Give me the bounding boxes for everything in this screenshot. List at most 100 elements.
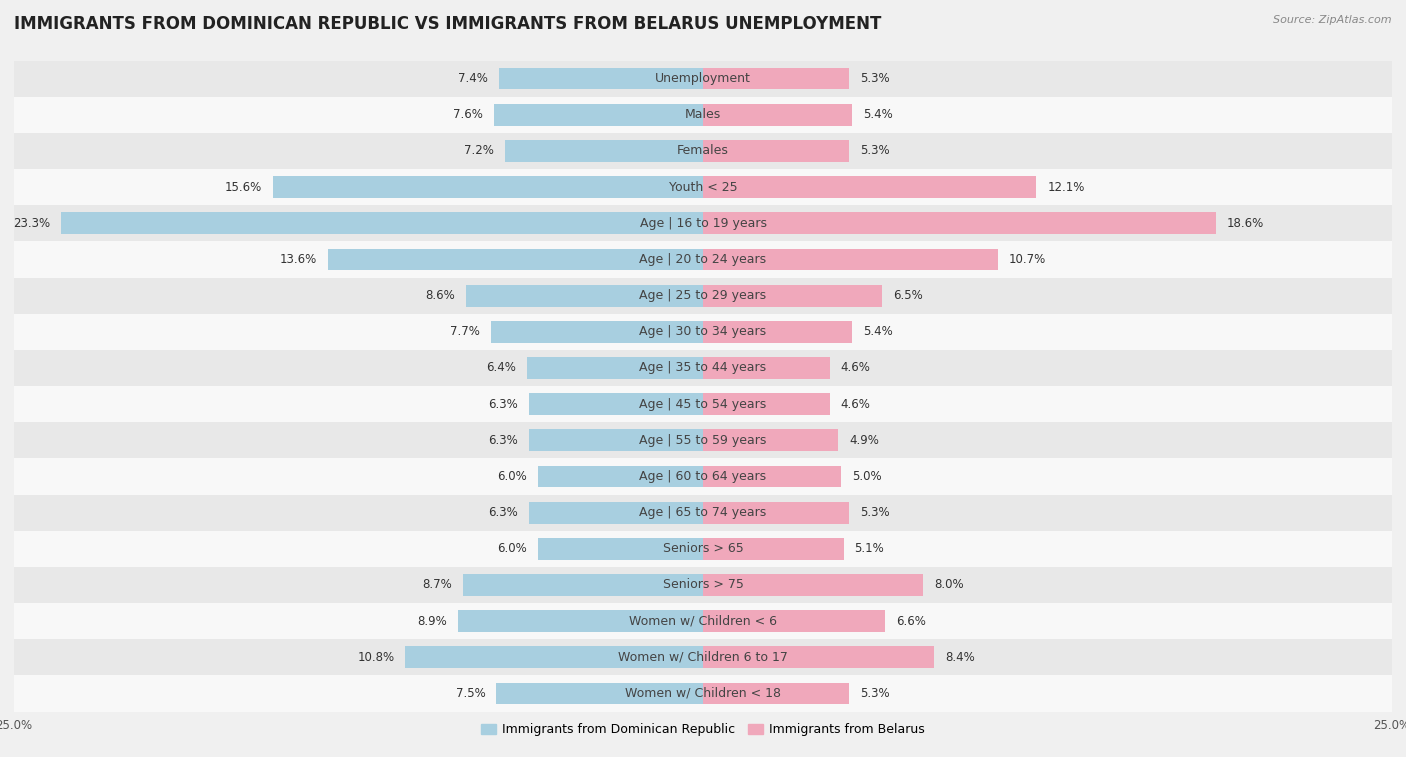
Bar [14, 278, 1392, 313]
Bar [14, 386, 1392, 422]
Text: Age | 20 to 24 years: Age | 20 to 24 years [640, 253, 766, 266]
Text: 8.7%: 8.7% [422, 578, 453, 591]
Text: 15.6%: 15.6% [225, 181, 262, 194]
Text: Unemployment: Unemployment [655, 72, 751, 85]
Bar [328, 248, 703, 270]
Bar [527, 357, 703, 378]
Text: 6.4%: 6.4% [485, 362, 516, 375]
Text: 7.4%: 7.4% [458, 72, 488, 85]
Text: 5.3%: 5.3% [860, 145, 890, 157]
Bar [14, 241, 1392, 278]
Bar [14, 531, 1392, 567]
Text: 8.0%: 8.0% [935, 578, 965, 591]
Text: 4.9%: 4.9% [849, 434, 879, 447]
Bar [496, 683, 703, 704]
Bar [703, 502, 849, 524]
Bar [273, 176, 703, 198]
Bar [494, 104, 703, 126]
Text: 4.6%: 4.6% [841, 362, 870, 375]
Bar [14, 567, 1392, 603]
Text: Males: Males [685, 108, 721, 121]
Bar [14, 61, 1392, 97]
Text: 23.3%: 23.3% [13, 217, 49, 230]
Bar [14, 313, 1392, 350]
Legend: Immigrants from Dominican Republic, Immigrants from Belarus: Immigrants from Dominican Republic, Immi… [477, 718, 929, 741]
Text: Age | 45 to 54 years: Age | 45 to 54 years [640, 397, 766, 410]
Bar [14, 205, 1392, 241]
Bar [703, 429, 838, 451]
Bar [505, 140, 703, 162]
Bar [405, 646, 703, 668]
Bar [703, 466, 841, 488]
Text: 10.7%: 10.7% [1010, 253, 1046, 266]
Bar [530, 502, 703, 524]
Text: 8.9%: 8.9% [418, 615, 447, 628]
Bar [703, 248, 998, 270]
Bar [537, 466, 703, 488]
Text: 5.4%: 5.4% [863, 326, 893, 338]
Text: 8.6%: 8.6% [425, 289, 456, 302]
Text: Age | 25 to 29 years: Age | 25 to 29 years [640, 289, 766, 302]
Text: Seniors > 65: Seniors > 65 [662, 542, 744, 556]
Bar [530, 394, 703, 415]
Bar [14, 97, 1392, 133]
Text: 5.4%: 5.4% [863, 108, 893, 121]
Bar [703, 683, 849, 704]
Bar [14, 459, 1392, 494]
Bar [530, 429, 703, 451]
Text: Women w/ Children 6 to 17: Women w/ Children 6 to 17 [619, 651, 787, 664]
Text: Females: Females [678, 145, 728, 157]
Bar [14, 169, 1392, 205]
Text: 7.7%: 7.7% [450, 326, 479, 338]
Text: 5.3%: 5.3% [860, 506, 890, 519]
Bar [537, 538, 703, 559]
Text: 13.6%: 13.6% [280, 253, 318, 266]
Text: 6.5%: 6.5% [893, 289, 922, 302]
Bar [14, 350, 1392, 386]
Bar [499, 68, 703, 89]
Text: 5.0%: 5.0% [852, 470, 882, 483]
Bar [491, 321, 703, 343]
Bar [458, 610, 703, 632]
Bar [703, 321, 852, 343]
Bar [703, 357, 830, 378]
Text: Seniors > 75: Seniors > 75 [662, 578, 744, 591]
Bar [14, 603, 1392, 639]
Bar [463, 574, 703, 596]
Text: 6.0%: 6.0% [496, 470, 527, 483]
Text: Age | 16 to 19 years: Age | 16 to 19 years [640, 217, 766, 230]
Bar [703, 394, 830, 415]
Text: 10.8%: 10.8% [357, 651, 394, 664]
Text: 7.2%: 7.2% [464, 145, 494, 157]
Text: Youth < 25: Youth < 25 [669, 181, 737, 194]
Text: Age | 60 to 64 years: Age | 60 to 64 years [640, 470, 766, 483]
Bar [703, 104, 852, 126]
Text: Women w/ Children < 18: Women w/ Children < 18 [626, 687, 780, 700]
Text: 7.6%: 7.6% [453, 108, 482, 121]
Bar [465, 285, 703, 307]
Text: 6.6%: 6.6% [896, 615, 925, 628]
Bar [14, 675, 1392, 712]
Bar [703, 285, 882, 307]
Text: 6.3%: 6.3% [489, 506, 519, 519]
Bar [703, 68, 849, 89]
Bar [14, 494, 1392, 531]
Bar [703, 574, 924, 596]
Text: 7.5%: 7.5% [456, 687, 485, 700]
Text: Source: ZipAtlas.com: Source: ZipAtlas.com [1274, 15, 1392, 25]
Text: Age | 30 to 34 years: Age | 30 to 34 years [640, 326, 766, 338]
Bar [14, 639, 1392, 675]
Bar [703, 538, 844, 559]
Text: 5.3%: 5.3% [860, 72, 890, 85]
Text: 12.1%: 12.1% [1047, 181, 1085, 194]
Bar [703, 140, 849, 162]
Bar [703, 610, 884, 632]
Bar [14, 422, 1392, 459]
Text: 6.3%: 6.3% [489, 397, 519, 410]
Text: Women w/ Children < 6: Women w/ Children < 6 [628, 615, 778, 628]
Text: 6.3%: 6.3% [489, 434, 519, 447]
Text: Age | 55 to 59 years: Age | 55 to 59 years [640, 434, 766, 447]
Bar [703, 213, 1216, 234]
Bar [703, 646, 935, 668]
Text: 18.6%: 18.6% [1226, 217, 1264, 230]
